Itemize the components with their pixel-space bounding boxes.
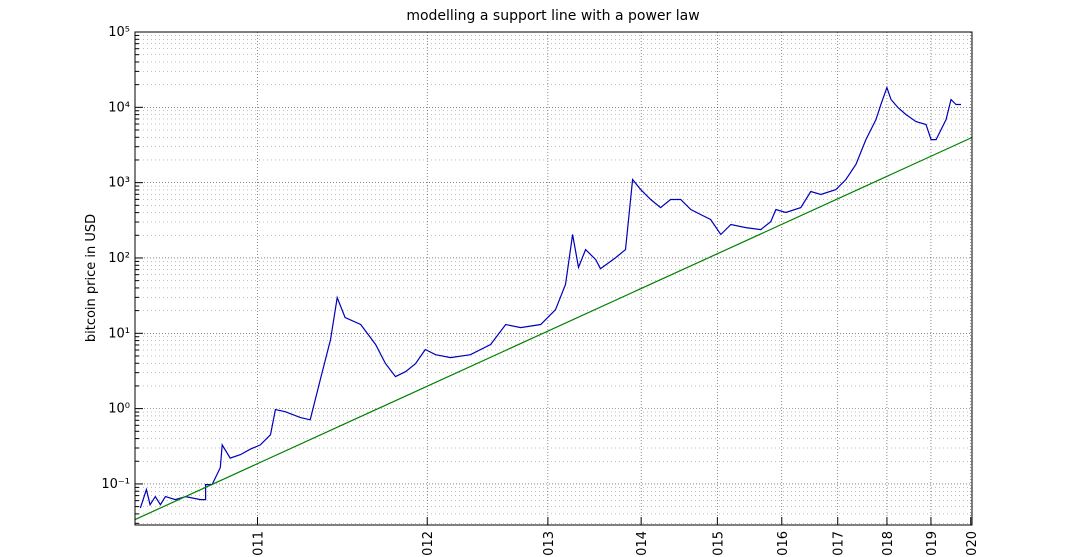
line <box>134 136 973 521</box>
x-tick-label: 013 <box>542 531 557 556</box>
chart-title: modelling a support line with a power la… <box>406 8 699 24</box>
x-tick-label: 012 <box>421 531 436 556</box>
x-tick-label: 011 <box>251 531 266 556</box>
y-tick-label: 10⁵ <box>108 25 130 40</box>
y-tick-label: 10⁰ <box>108 402 130 417</box>
y-tick-label: 10² <box>108 251 130 266</box>
x-tick-label: 014 <box>635 531 650 556</box>
plot-frame <box>134 31 973 526</box>
x-tick-label: 015 <box>711 531 726 556</box>
line <box>139 85 961 509</box>
y-tick-label: 10¹ <box>108 326 130 341</box>
x-tick-label: 018 <box>881 531 896 556</box>
y-tick-label: 10⁴ <box>108 100 130 115</box>
y-tick-label: 10³ <box>108 176 130 191</box>
x-tick-label: 020 <box>965 531 980 556</box>
x-tick-label: 019 <box>925 531 940 556</box>
x-tick-label: 017 <box>832 531 847 556</box>
y-tick-label: 10⁻¹ <box>101 477 130 492</box>
y-axis-label: bitcoin price in USD <box>84 214 99 342</box>
x-tick-label: 016 <box>776 531 791 556</box>
